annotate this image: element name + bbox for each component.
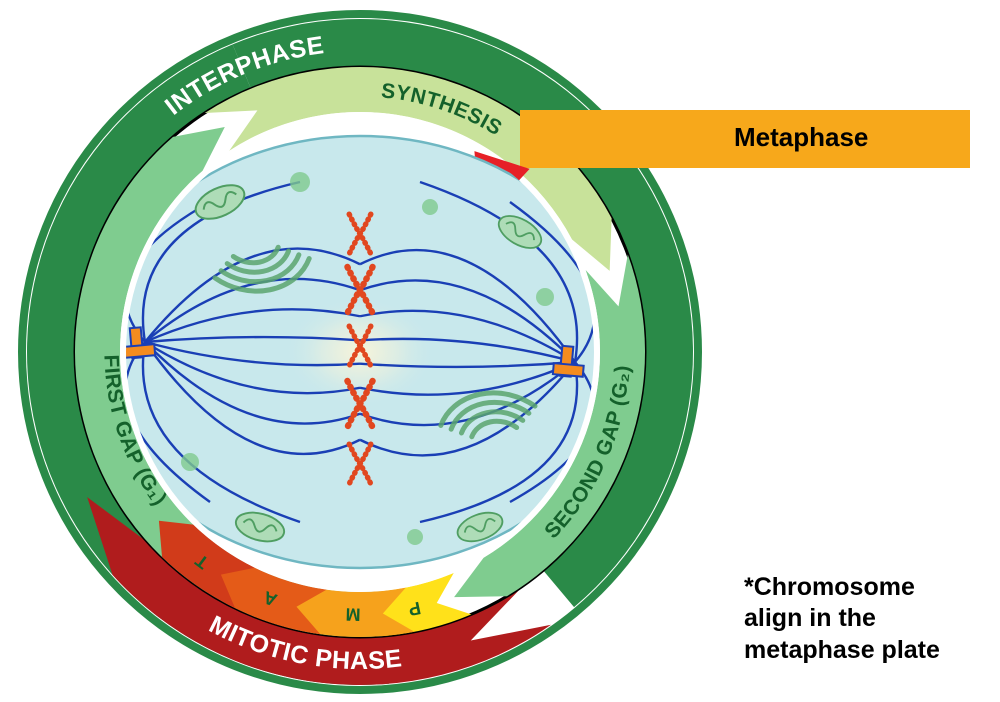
phase-letter-m: M <box>345 604 361 624</box>
footnote-line2: align in the <box>744 604 876 632</box>
vesicle <box>181 453 199 471</box>
footnote-line3: metaphase plate <box>744 636 940 664</box>
vesicle <box>290 172 310 192</box>
vesicle <box>422 199 438 215</box>
vesicle <box>407 529 423 545</box>
metaphase-callout-label: Metaphase <box>734 122 868 153</box>
footnote-line1: *Chromosome <box>744 573 915 601</box>
footnote-text: *Chromosome align in the metaphase plate <box>744 572 940 666</box>
vesicle <box>536 288 554 306</box>
diagram-container: INTERPHASEMITOTIC PHASEFIRST GAP (G₁)SYN… <box>0 0 1000 702</box>
